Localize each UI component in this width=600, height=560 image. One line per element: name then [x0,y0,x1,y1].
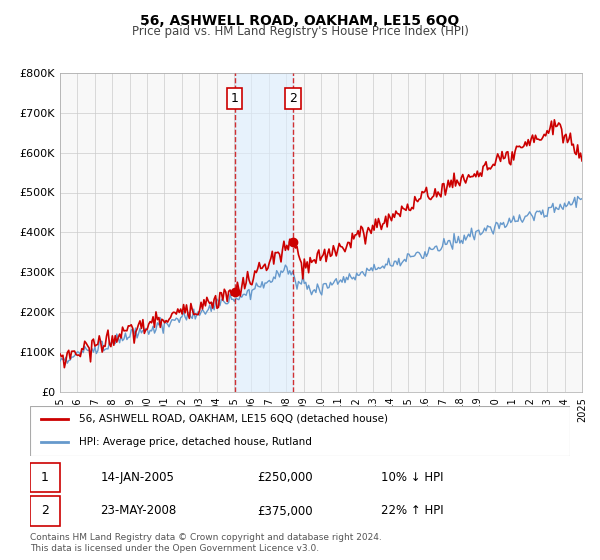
FancyBboxPatch shape [30,406,570,456]
Text: 10% ↓ HPI: 10% ↓ HPI [381,471,443,484]
Text: Price paid vs. HM Land Registry's House Price Index (HPI): Price paid vs. HM Land Registry's House … [131,25,469,38]
Text: HPI: Average price, detached house, Rutland: HPI: Average price, detached house, Rutl… [79,437,311,447]
FancyBboxPatch shape [30,463,60,492]
Text: 22% ↑ HPI: 22% ↑ HPI [381,505,443,517]
Text: 2: 2 [289,92,297,105]
Text: 1: 1 [231,92,239,105]
Text: Contains HM Land Registry data © Crown copyright and database right 2024.
This d: Contains HM Land Registry data © Crown c… [30,533,382,553]
Text: 1: 1 [41,471,49,484]
Text: £250,000: £250,000 [257,471,313,484]
Text: 56, ASHWELL ROAD, OAKHAM, LE15 6QQ: 56, ASHWELL ROAD, OAKHAM, LE15 6QQ [140,14,460,28]
Text: 23-MAY-2008: 23-MAY-2008 [100,505,176,517]
Text: £375,000: £375,000 [257,505,313,517]
Text: 56, ASHWELL ROAD, OAKHAM, LE15 6QQ (detached house): 56, ASHWELL ROAD, OAKHAM, LE15 6QQ (deta… [79,414,388,423]
FancyBboxPatch shape [30,496,60,525]
Text: 14-JAN-2005: 14-JAN-2005 [100,471,174,484]
Text: 2: 2 [41,505,49,517]
Bar [235,73,293,392]
